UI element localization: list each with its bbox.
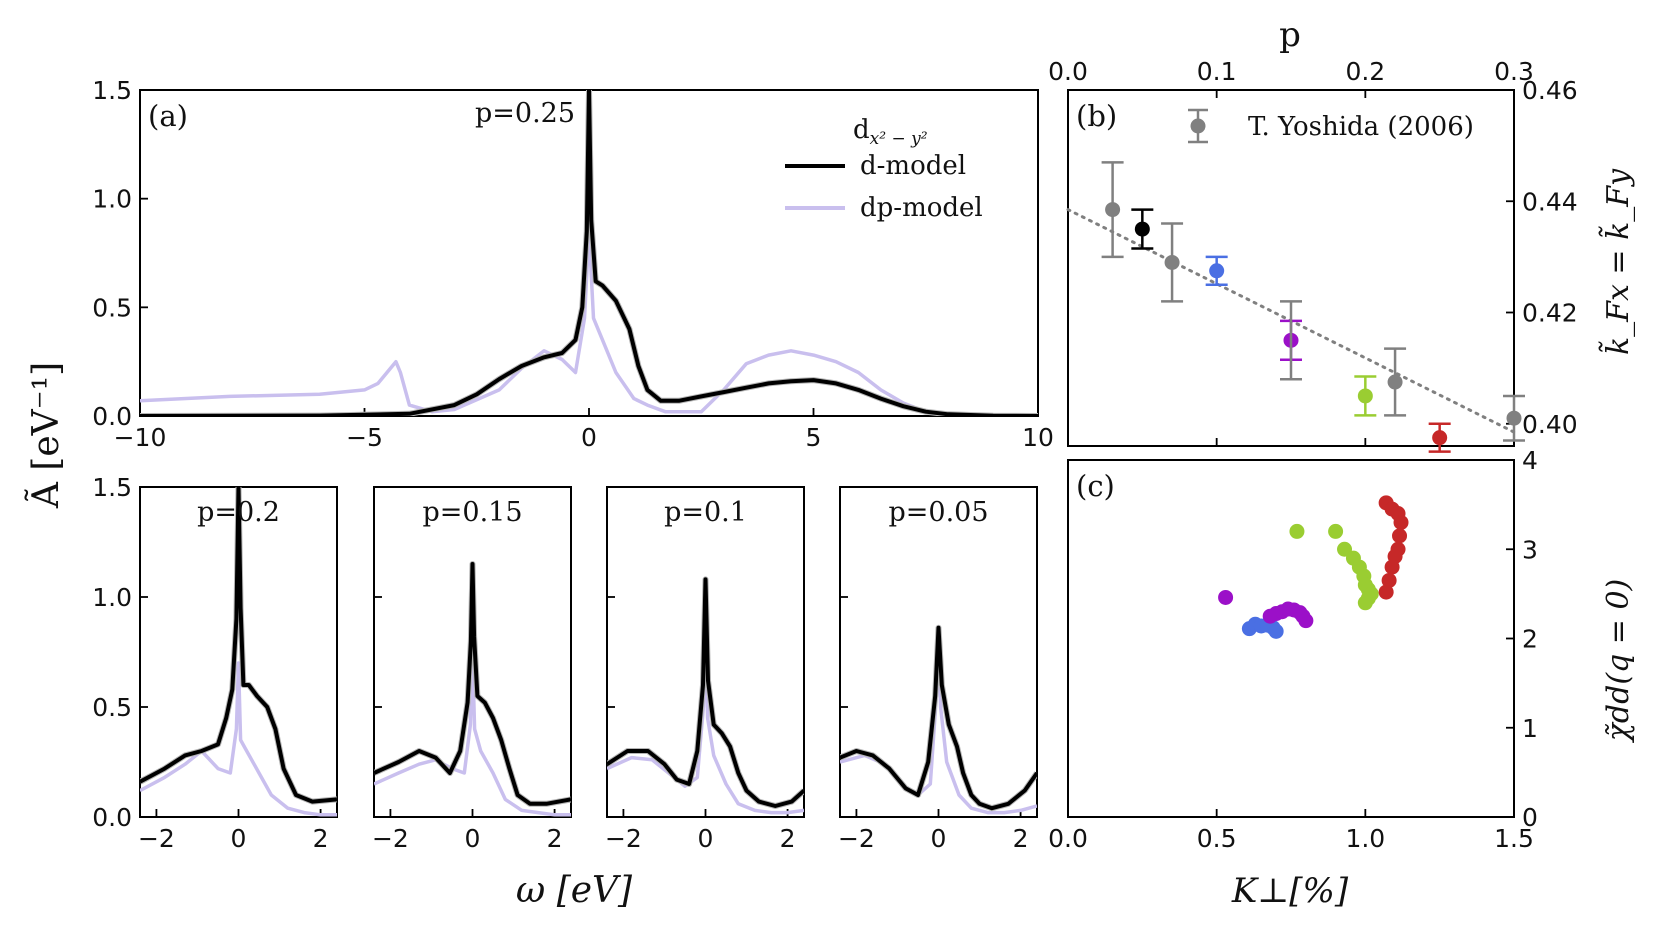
axes-frame-b [1067,89,1515,447]
x-tick-label: 2 [1013,824,1029,853]
y-tick-label: 1.5 [92,473,132,502]
y-tick-label: 0.5 [92,293,132,322]
scatter-point-p=0.25 [1393,514,1409,530]
x-tick-label: 0 [465,824,481,853]
y-tick-label: 1.0 [92,185,132,214]
plot-s1: −2 0 2 0.0 0.5 1.0 1.5 p=0.2 [92,473,338,853]
x-tick-label: 0 [698,824,714,853]
scatter-point-p=0.15 [1298,613,1314,629]
x-tick-label: 2 [313,824,329,853]
series-line-dp-model [374,650,571,817]
data-point [1105,202,1121,218]
series-line-dp-model [140,661,337,817]
scatter-point-p=0.2 [1328,523,1344,539]
x-tick-label: −2 [605,824,642,853]
plot-s4: −2 0 2 p=0.05 [838,486,1038,853]
x-tick-label: 0.5 [1197,824,1237,853]
x-tick-label: 5 [806,423,822,452]
y-tick-label: 2 [1522,625,1538,654]
x-tick-label: 2 [780,824,796,853]
y-tick-label: 0.0 [92,402,132,431]
data-point [1506,410,1522,426]
x-tick-label: 0.1 [1197,57,1237,86]
y-tick-label: 0.44 [1522,187,1578,216]
plot-a: −10 −5 0 5 10 0.0 0.5 1.0 1.5 (a) p=0.25 dx² − y²d-… [92,76,1054,452]
annotation-p: p=0.25 [475,98,575,129]
x-tick-label: 0 [931,824,947,853]
axes-frame-c [1067,459,1515,818]
legend-marker [1190,118,1206,134]
annotation-p: p=0.2 [197,497,280,528]
y-tick-label: 3 [1522,535,1538,564]
y-tick-label: 0 [1522,803,1538,832]
x-tick-label: −2 [838,824,875,853]
y-tick-label: 1 [1522,714,1538,743]
panel-label-a: (a) [148,99,188,133]
legend-label: T. Yoshida (2006) [1248,112,1474,142]
x-tick-label: 0.0 [1048,57,1088,86]
data-point [1357,388,1373,404]
scatter-point-p=0.1 [1268,623,1284,639]
panel-label-c: (c) [1076,469,1115,503]
legend-label: d-model [860,151,966,181]
y-axis-label-main: Ã [eV⁻¹] [25,362,67,509]
panel-label-b: (b) [1076,99,1117,133]
plot-s2: −2 0 2 p=0.15 [372,486,572,853]
scatter-point-p=0.2 [1357,595,1373,611]
series-line-d-model [374,562,571,806]
panel-c-x-axis-label: K⊥[%] [1231,871,1349,911]
annotation-p: p=0.05 [888,497,988,528]
data-point [1164,254,1180,270]
scatter-point-p=0.25 [1378,584,1394,600]
x-tick-label: −5 [346,423,383,452]
annotation-p: p=0.1 [664,497,747,528]
x-axis-label-main: ω [eV] [516,870,633,911]
scatter-point-p=0.25 [1384,559,1400,575]
plot-c: 0.0 0.5 1.0 1.50 1 2 3 4 (c) [1048,446,1538,853]
panel-c-right-axis-label: χ̃dd(q = 0) [1601,579,1636,744]
y-tick-label: 0.5 [92,693,132,722]
series-line-d-model [140,90,1038,416]
y-tick-label: 0.46 [1522,76,1578,105]
data-point [1387,374,1403,390]
x-tick-label: 1.5 [1494,824,1534,853]
x-tick-label: −10 [114,423,167,452]
series-line-d-model [840,625,1037,811]
y-tick-label: 1.0 [92,583,132,612]
legend-title: dx² − y² [853,115,928,149]
x-tick-label: 0.2 [1345,57,1385,86]
x-tick-label: −2 [138,824,175,853]
panel-b-top-axis-label: p [1279,15,1301,55]
x-tick-label: −2 [372,824,409,853]
x-tick-label: 10 [1022,423,1054,452]
legend-label: dp-model [860,193,983,223]
series-line-dp-model [140,229,1038,416]
scatter-point-p=0.15 [1218,589,1234,605]
x-tick-label: 2 [547,824,563,853]
y-tick-label: 0.42 [1522,299,1578,328]
annotation-p: p=0.15 [422,497,522,528]
scatter-point-p=0.25 [1381,572,1397,588]
x-tick-label: 0 [581,423,597,452]
data-point [1209,263,1225,279]
x-tick-label: 0.0 [1048,824,1088,853]
data-point [1432,430,1448,446]
series-line-d-model [607,577,804,808]
y-tick-label: 0.0 [92,803,132,832]
y-tick-label: 4 [1522,446,1538,475]
x-tick-label: 0.3 [1494,57,1534,86]
scatter-point-p=0.2 [1289,523,1305,539]
scatter-point-p=0.25 [1392,528,1408,544]
x-tick-label: 0 [231,824,247,853]
series-line-d-model [140,487,337,804]
x-tick-label: 1.0 [1345,824,1385,853]
y-tick-label: 0.40 [1522,410,1578,439]
data-point [1134,221,1150,237]
plot-s3: −2 0 2 p=0.1 [605,486,805,853]
y-tick-label: 1.5 [92,76,132,105]
panel-b-right-axis-label: k̃_Fx = k̃_Fy [1598,168,1636,355]
plot-b: 0.0 0.1 0.2 0.3 0.40 0.42 0.44 0.46 (b) T. Yoshid… [1048,57,1578,453]
